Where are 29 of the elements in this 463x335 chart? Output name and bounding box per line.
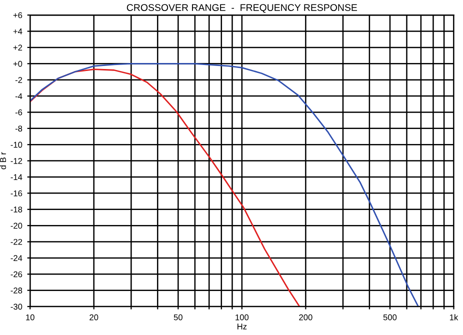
y-tick-label: -26: [10, 271, 22, 278]
y-tick-label: +6: [13, 12, 22, 18]
y-tick-label: -24: [10, 255, 22, 261]
y-tick-label: +2: [13, 44, 22, 50]
y-tick-label: -4: [15, 93, 22, 100]
x-tick-label: 1k: [450, 314, 458, 320]
x-tick-label: 50: [174, 314, 182, 320]
y-tick-label: -20: [10, 222, 22, 229]
x-tick-label: 200: [299, 314, 312, 320]
y-tick-label: -18: [10, 206, 22, 212]
chart-title: CROSSOVER RANGE - FREQUENCY RESPONSE: [126, 4, 358, 13]
x-axis-title: Hz: [238, 324, 247, 330]
y-tick-label: -28: [10, 288, 22, 294]
x-tick-label: 10: [26, 314, 34, 320]
y-tick-label: -12: [10, 158, 22, 164]
y-tick-label: +0: [13, 60, 22, 67]
y-tick-label: -6: [15, 109, 22, 116]
y-tick-label: -16: [10, 190, 22, 196]
x-tick-label: 500: [383, 314, 397, 320]
y-tick-label: -8: [15, 126, 22, 132]
y-tick-label: -10: [10, 142, 22, 148]
y-tick-label: +4: [13, 28, 22, 34]
y-tick-label: -22: [10, 238, 22, 245]
y-axis-title: d B r: [0, 152, 6, 170]
y-tick-label: -30: [10, 304, 22, 310]
x-tick-label: 100: [236, 314, 249, 320]
x-tick-label: 20: [90, 314, 98, 320]
y-tick-label: -14: [10, 174, 22, 180]
y-tick-label: -2: [15, 77, 22, 83]
